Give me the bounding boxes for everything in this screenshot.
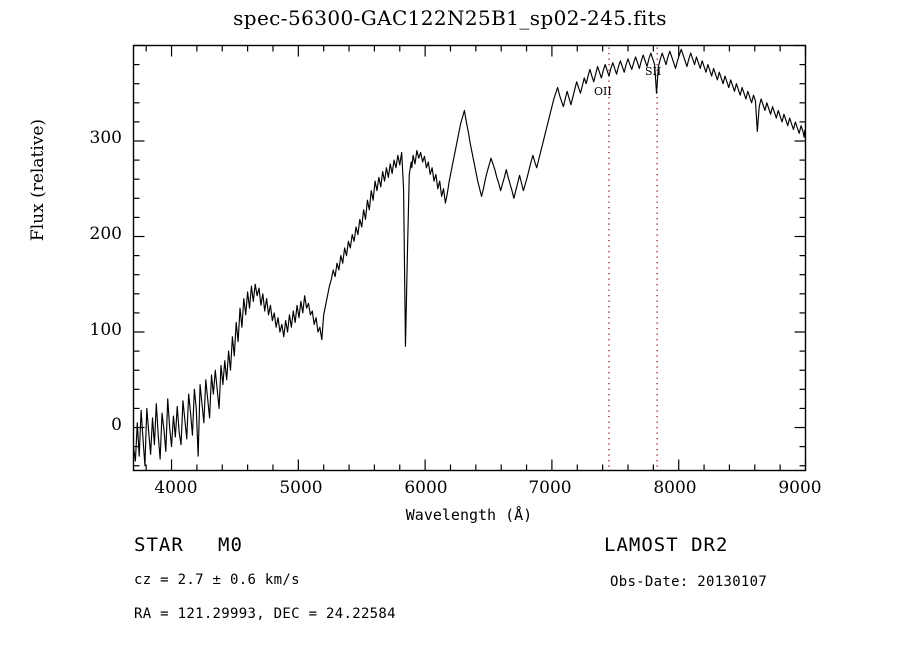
x-tick-6000: 6000 bbox=[404, 478, 448, 498]
y-tick-300: 300 bbox=[89, 128, 122, 148]
footer-coords: RA = 121.29993, DEC = 24.22584 bbox=[134, 606, 396, 622]
y-tick-0: 0 bbox=[111, 415, 122, 435]
footer-spectral-class: M0 bbox=[218, 534, 243, 556]
spectrum-trace bbox=[132, 48, 806, 467]
x-tick-4000: 4000 bbox=[154, 478, 198, 498]
x-tick-5000: 5000 bbox=[279, 478, 323, 498]
line-label-oii: OII bbox=[594, 85, 612, 98]
footer-object-type: STAR bbox=[134, 534, 184, 556]
x-tick-8000: 8000 bbox=[653, 478, 697, 498]
x-tick-7000: 7000 bbox=[528, 478, 572, 498]
footer-obs-date: Obs-Date: 20130107 bbox=[610, 574, 768, 590]
y-tick-200: 200 bbox=[89, 224, 122, 244]
y-tick-100: 100 bbox=[89, 320, 122, 340]
spectral-line-markers bbox=[608, 47, 658, 470]
x-axis-label: Wavelength (Å) bbox=[405, 506, 533, 524]
line-label-sii: SII bbox=[645, 65, 662, 78]
axis-frame bbox=[132, 44, 807, 472]
footer-survey: LAMOST DR2 bbox=[604, 534, 729, 556]
page-title: spec-56300-GAC122N25B1_sp02-245.fits bbox=[233, 6, 667, 30]
footer-cz: cz = 2.7 ± 0.6 km/s bbox=[134, 572, 300, 588]
x-tick-9000: 9000 bbox=[778, 478, 822, 498]
